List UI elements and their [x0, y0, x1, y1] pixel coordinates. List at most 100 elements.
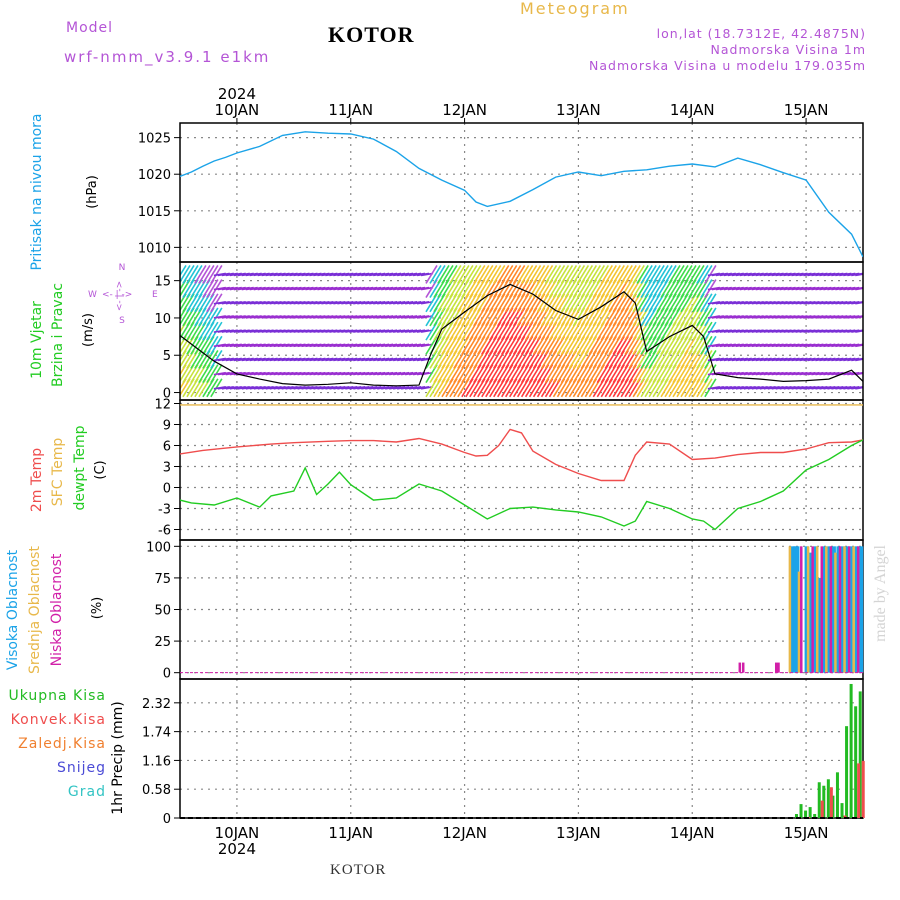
- wind-barb: [652, 265, 665, 284]
- wind-barb: [700, 378, 713, 398]
- wind-barb: [588, 265, 602, 284]
- wind-barb: [688, 265, 701, 284]
- precip-bar: [857, 763, 861, 818]
- precip-bar: [843, 815, 847, 818]
- wind-barb: [600, 265, 613, 284]
- wind-barb: [194, 265, 207, 284]
- wind-barb: [572, 265, 586, 284]
- wind-barb: [190, 265, 203, 284]
- compass-e: E: [152, 290, 158, 300]
- y-tick-label: 1020: [138, 168, 171, 183]
- model-elevation-label: Nadmorska Visina u modelu 179.035m: [589, 58, 866, 73]
- precip-bar: [831, 795, 835, 818]
- precip-bar: [794, 814, 798, 818]
- date-label-top: 14JAN: [670, 101, 715, 119]
- date-label-bottom: 11JAN: [328, 824, 373, 842]
- wind-barb: [855, 315, 863, 319]
- wind-barb: [449, 265, 462, 284]
- wind-barb: [668, 265, 681, 284]
- wind-barb: [477, 265, 490, 284]
- wind-title-2: Brzina i Pravac: [50, 283, 66, 387]
- precip-legend-item: Konvek.Kisa: [11, 712, 106, 728]
- precip-legend-item: Grad: [68, 784, 106, 800]
- cloud-bar: [797, 571, 801, 673]
- wind-barb: [532, 265, 546, 284]
- precip-bar: [808, 807, 812, 818]
- cloud-bar: [843, 546, 846, 673]
- wind-barb: [596, 265, 610, 284]
- temp-title-dewpt: dewpt Temp: [72, 425, 88, 510]
- y-tick-label: 50: [154, 604, 171, 619]
- temp-2m-line: [180, 428, 863, 482]
- wind-barb: [505, 265, 518, 284]
- wind-barb: [429, 265, 442, 284]
- wind-barb: [508, 265, 522, 284]
- cloud-title-high: Visoka Oblacnost: [5, 549, 21, 670]
- precip-bar: [849, 683, 853, 818]
- wind-barb: [202, 265, 215, 284]
- cloud-bar: [813, 546, 818, 673]
- wind-barb: [556, 265, 570, 284]
- cloud-bar: [836, 546, 841, 673]
- cloud-bar: [800, 546, 803, 673]
- cloud-bar: [804, 546, 809, 673]
- wind-barb: [855, 287, 863, 291]
- cloud-bar: [825, 546, 828, 673]
- precip-bar: [804, 810, 808, 818]
- wind-barb: [692, 265, 705, 284]
- wind-barb: [660, 265, 673, 284]
- precip-bar: [845, 726, 849, 818]
- wind-barb: [548, 265, 562, 284]
- cloud-bar: [738, 662, 742, 673]
- cloud-unit: (%): [90, 597, 105, 620]
- wind-barb: [644, 265, 657, 284]
- cloud-bar: [829, 546, 833, 673]
- wind-barb: [628, 265, 641, 284]
- y-tick-label: 0: [163, 482, 171, 497]
- wind-barb: [620, 265, 633, 284]
- precip-legend-item: Snijeg: [57, 760, 106, 776]
- precip-bar: [861, 760, 865, 818]
- wind-barb: [461, 265, 474, 284]
- wind-barb: [501, 265, 514, 284]
- compass-arrows-vert: <- | ->: [115, 281, 125, 311]
- y-tick-label: 100: [146, 540, 171, 555]
- y-tick-label: 10: [154, 312, 171, 327]
- wind-barb: [680, 265, 693, 284]
- y-tick-label: 12: [154, 398, 171, 413]
- station-title: KOTOR: [328, 22, 415, 47]
- precip-bar: [822, 785, 826, 818]
- year-label-bottom: 2024: [218, 840, 256, 858]
- wind-barb: [433, 265, 446, 284]
- cloud-bar: [841, 546, 846, 673]
- wind-barb: [855, 301, 863, 305]
- wind-barb: [624, 265, 637, 284]
- wind-barb: [684, 265, 697, 284]
- panel-frame-pressure: [179, 122, 864, 263]
- wind-barb: [489, 265, 502, 284]
- date-label-top: 13JAN: [556, 101, 601, 119]
- wind-speed-line: [180, 283, 863, 387]
- cloud-bar: [850, 546, 855, 673]
- wind-barb: [700, 265, 713, 284]
- wind-barb: [855, 372, 863, 376]
- model-label: Model: [66, 20, 114, 36]
- wind-barb: [700, 293, 713, 313]
- wind-barb: [497, 265, 510, 284]
- precip-bar: [858, 691, 862, 818]
- wind-barb-field: [180, 265, 863, 398]
- meteogram-title: Meteogram: [520, 0, 630, 18]
- date-label-bottom: 15JAN: [784, 824, 829, 842]
- wind-barb: [544, 265, 558, 284]
- wind-barb: [520, 265, 534, 284]
- wind-barb: [473, 265, 486, 284]
- pressure-line: [180, 131, 863, 258]
- y-tick-label: 1.16: [142, 754, 171, 769]
- cloud-bar: [845, 546, 850, 673]
- y-tick-label: 2.32: [142, 697, 171, 712]
- cloud-bar: [847, 546, 851, 673]
- wind-barb: [672, 265, 685, 284]
- wind-barb: [445, 265, 458, 284]
- wind-barb: [855, 273, 863, 277]
